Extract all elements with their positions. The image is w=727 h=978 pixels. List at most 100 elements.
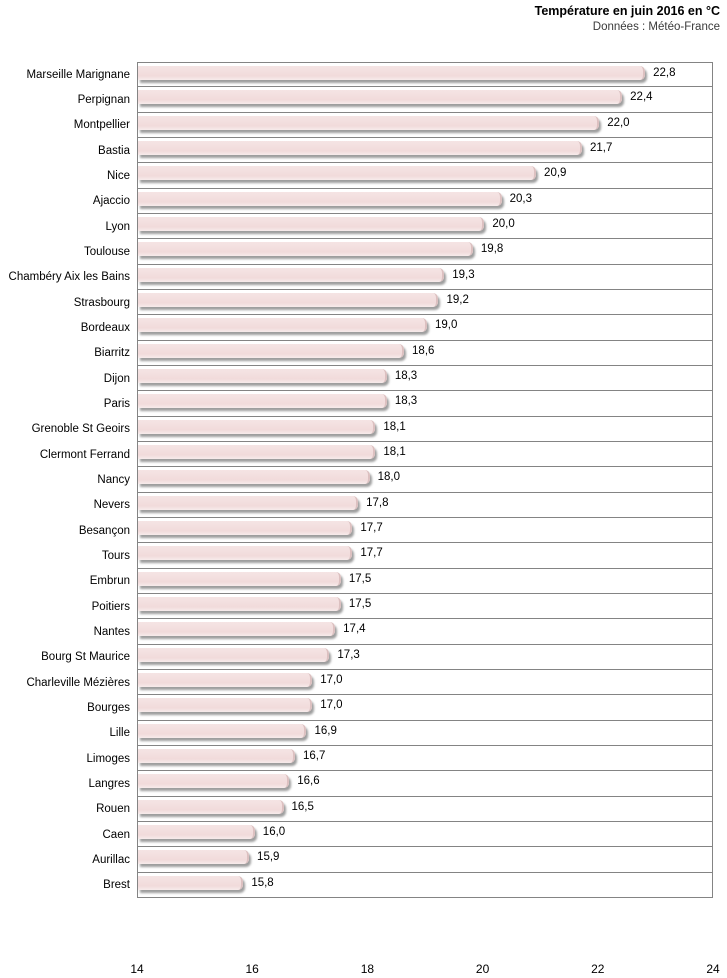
chart-plot-area: Marseille Marignane 22,8 Perpignan 22,4 Mont…: [0, 62, 713, 898]
category-label: Langres: [88, 777, 130, 790]
temperature-bar: [138, 90, 623, 105]
plot-cell: 18,1: [137, 441, 713, 468]
x-axis: 14 16 18 20 22 24: [130, 962, 719, 978]
chart-header: Température en juin 2016 en °C Données :…: [535, 4, 720, 34]
category-label: Montpellier: [73, 119, 130, 132]
temperature-bar: [138, 647, 330, 662]
temperature-bar: [138, 520, 353, 535]
chart-row: Marseille Marignane 22,8: [0, 62, 713, 88]
temperature-bar: [138, 216, 485, 231]
value-label: 16,5: [291, 800, 314, 813]
category-label: Limoges: [86, 752, 130, 765]
temperature-bar: [138, 470, 370, 485]
x-tick-label: 16: [245, 962, 259, 976]
temperature-bar: [138, 824, 255, 839]
temperature-bar: [138, 166, 537, 181]
category-label: Clermont Ferrand: [39, 448, 130, 461]
chart-row: Grenoble St Geoirs 18,1: [0, 416, 713, 442]
category-label: Chambéry Aix les Bains: [8, 271, 130, 284]
value-label: 20,0: [492, 217, 515, 230]
value-label: 17,5: [348, 597, 372, 610]
value-label: 19,8: [480, 243, 504, 256]
temperature-bar: [138, 799, 284, 814]
category-label: Bourges: [87, 701, 130, 714]
category-label: Dijon: [103, 372, 130, 385]
category-label: Rouen: [96, 803, 130, 816]
temperature-bar: [138, 368, 387, 383]
temperature-bar: [138, 292, 439, 307]
value-label: 16,9: [314, 724, 337, 737]
category-label: Embrun: [89, 575, 130, 588]
value-label: 20,9: [544, 167, 567, 180]
chart-row: Embrun 17,5: [0, 568, 713, 594]
chart-row: Bourg St Maurice 17,3: [0, 644, 713, 670]
plot-cell: 18,3: [137, 391, 713, 417]
category-label: Biarritz: [94, 347, 130, 360]
plot-cell: 20,0: [137, 213, 713, 240]
plot-cell: 16,0: [137, 821, 713, 848]
chart-row: Nancy 18,0: [0, 467, 713, 493]
temperature-bar: [138, 571, 341, 586]
value-label: 16,6: [297, 775, 320, 788]
category-label: Poitiers: [91, 600, 130, 613]
chart-row: Brest 15,8: [0, 872, 713, 898]
x-tick-label: 20: [475, 962, 490, 976]
chart-row: Perpignan 22,4: [0, 87, 713, 113]
x-tick-label: 24: [706, 962, 720, 976]
value-label: 22,8: [653, 67, 676, 79]
category-label: Paris: [103, 397, 130, 410]
plot-cell: 18,1: [137, 416, 713, 442]
plot-cell: 16,5: [137, 796, 713, 822]
category-label: Tours: [101, 549, 130, 562]
plot-cell: 17,7: [137, 517, 713, 544]
temperature-bar: [138, 444, 376, 459]
chart-row: Toulouse 19,8: [0, 239, 713, 265]
temperature-bar: [138, 698, 313, 713]
chart-row: Poitiers 17,5: [0, 593, 713, 620]
category-label: Charleville Mézières: [26, 676, 130, 689]
temperature-bar: [138, 875, 244, 890]
plot-cell: 17,3: [137, 644, 713, 670]
category-label: Nancy: [97, 473, 130, 486]
value-label: 18,3: [394, 395, 418, 408]
plot-cell: 17,0: [137, 669, 713, 696]
value-label: 20,3: [509, 192, 532, 205]
chart-row: Langres 16,6: [0, 771, 713, 797]
temperature-bar: [138, 672, 313, 687]
chart-row: Limoges 16,7: [0, 745, 713, 772]
value-label: 17,4: [343, 623, 366, 636]
chart-row: Strasbourg 19,2: [0, 289, 713, 316]
chart-title: Température en juin 2016 en °C: [534, 4, 720, 18]
chart-row: Rouen 16,5: [0, 796, 713, 822]
category-label: Perpignan: [77, 93, 130, 106]
plot-cell: 19,8: [137, 239, 713, 265]
plot-cell: 16,6: [137, 771, 713, 797]
plot-cell: 20,3: [137, 188, 713, 214]
plot-cell: 17,4: [137, 619, 713, 645]
value-label: 17,0: [320, 673, 343, 686]
chart-row: Nice 20,9: [0, 163, 713, 189]
temperature-bar: [138, 622, 336, 637]
chart-row: Montpellier 22,0: [0, 112, 713, 138]
temperature-bar: [138, 318, 427, 333]
chart-row: Chambéry Aix les Bains 19,3: [0, 264, 713, 290]
value-label: 19,0: [435, 319, 458, 332]
category-label: Lyon: [105, 220, 130, 233]
chart-row: Lille 16,9: [0, 720, 713, 746]
chart-row: Bastia 21,7: [0, 137, 713, 164]
chart-row: Nantes 17,4: [0, 619, 713, 645]
chart-subtitle: Données : Météo-France: [592, 20, 720, 33]
chart-row: Besançon 17,7: [0, 517, 713, 544]
value-label: 18,3: [394, 369, 418, 382]
value-label: 21,7: [589, 141, 613, 154]
plot-cell: 22,4: [137, 87, 713, 113]
chart-row: Bourges 17,0: [0, 695, 713, 721]
chart-row: Nevers 17,8: [0, 492, 713, 518]
temperature-bar: [138, 140, 582, 155]
category-label: Besançon: [78, 524, 130, 537]
value-label: 18,0: [377, 471, 400, 484]
temperature-bar: [138, 115, 600, 130]
plot-cell: 18,6: [137, 340, 713, 366]
plot-cell: 17,7: [137, 543, 713, 569]
category-label: Nantes: [93, 625, 130, 638]
